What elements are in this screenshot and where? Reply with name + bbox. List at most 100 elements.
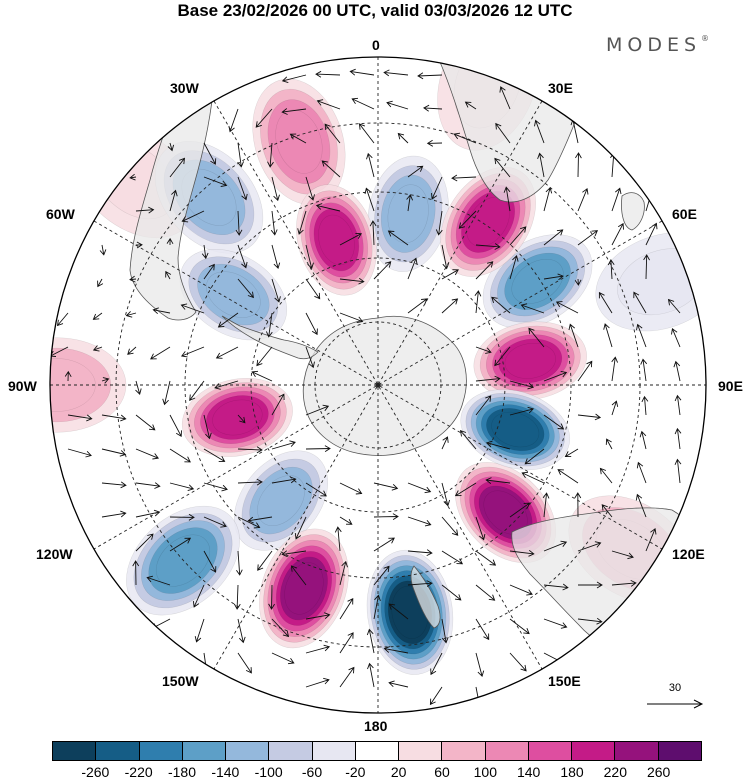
- wind-arrow: [577, 617, 603, 625]
- colorbar-cell: [312, 742, 356, 760]
- wind-arrow: [146, 575, 171, 586]
- contour-band: [491, 411, 540, 448]
- wind-arrow: [639, 430, 647, 450]
- wind-arrow: [577, 187, 589, 212]
- wind-arrow: [521, 471, 545, 484]
- wind-arrow: [543, 273, 564, 281]
- wind-arrow: [281, 74, 307, 84]
- wind-arrow: [458, 210, 477, 229]
- lon-label-0: 0: [372, 37, 380, 53]
- wind-arrow: [475, 618, 490, 641]
- wind-arrow: [169, 513, 195, 521]
- contour-band: [511, 258, 564, 304]
- wind-arrow: [454, 482, 477, 497]
- colorbar-tick-label: 100: [473, 764, 498, 780]
- lon-label-90e: 90E: [718, 378, 743, 394]
- wind-arrow: [166, 237, 174, 246]
- wind-arrow: [351, 97, 375, 110]
- wind-arrow: [575, 152, 582, 178]
- lon-label-120w: 120W: [36, 546, 73, 562]
- wind-arrow: [574, 492, 582, 518]
- wind-arrow: [406, 194, 414, 212]
- brand-logo: MODES®: [606, 34, 709, 56]
- wind-arrow: [673, 360, 681, 382]
- wind-arrow: [290, 565, 307, 586]
- colorbar-cell: [615, 742, 659, 760]
- colorbar: [52, 741, 702, 761]
- polar-map: [49, 56, 707, 714]
- wind-arrow: [407, 516, 432, 527]
- wind-arrow: [203, 414, 212, 440]
- wind-arrow: [203, 448, 226, 462]
- wind-arrow: [636, 461, 647, 484]
- colorbar-tick-label: 140: [516, 764, 541, 780]
- colorbar-cell: [399, 742, 443, 760]
- wind-arrow: [499, 86, 511, 110]
- colorbar-tick-label: 180: [560, 764, 584, 780]
- wind-arrow: [577, 413, 602, 421]
- wind-arrow: [474, 290, 482, 314]
- wind-arrow: [431, 176, 443, 200]
- wind-arrow: [509, 502, 531, 518]
- anomaly-center-low-drake-passage-55w: [179, 248, 288, 341]
- wind-arrow: [542, 492, 550, 518]
- colorbar-cell: [226, 742, 270, 760]
- wind-arrow: [475, 243, 501, 250]
- meridian-60w-120e: [93, 220, 663, 550]
- wind-arrow: [369, 220, 377, 246]
- wind-arrow: [607, 259, 615, 280]
- wind-arrow: [475, 261, 494, 280]
- wind-arrow: [373, 261, 392, 280]
- colorbar-tick-label: -20: [345, 764, 366, 780]
- wind-arrow: [524, 448, 545, 465]
- wind-arrow: [366, 152, 375, 178]
- wind-arrow: [577, 230, 599, 246]
- colorbar-tick-label: -60: [301, 764, 323, 780]
- wind-arrow: [203, 263, 215, 280]
- colorbar-tick-label: -100: [254, 764, 283, 780]
- contour-band: [387, 184, 429, 244]
- wind-arrow: [475, 652, 485, 678]
- wind-arrow: [324, 123, 341, 144]
- wind-arrow: [129, 173, 137, 181]
- wind-arrow: [251, 370, 273, 382]
- wind-arrow: [475, 395, 492, 416]
- colorbar-cell: [658, 742, 701, 760]
- madagascar: [621, 192, 645, 231]
- wind-arrow: [577, 360, 593, 382]
- wind-arrow: [601, 504, 613, 518]
- wind-arrow: [494, 157, 511, 178]
- wind-arrow: [67, 414, 93, 422]
- wind-arrow: [503, 186, 511, 212]
- wind-arrow: [271, 476, 297, 484]
- wind-arrow: [305, 677, 330, 688]
- wind-arrow: [203, 516, 227, 528]
- wind-arrow: [305, 346, 315, 369]
- wind-arrow: [237, 618, 246, 644]
- wind-arrow: [633, 291, 647, 314]
- wind-arrow: [568, 323, 579, 348]
- wind-arrow: [237, 516, 261, 529]
- wind-arrow: [305, 278, 321, 300]
- wind-arrow: [235, 210, 243, 236]
- wind-arrow: [271, 244, 281, 270]
- wind-arrow: [132, 560, 140, 586]
- wind-arrow: [509, 584, 533, 596]
- lon-label-30e: 30E: [548, 80, 573, 96]
- colorbar-cell: [572, 742, 616, 760]
- wind-arrow: [598, 291, 613, 314]
- wind-arrow: [423, 104, 443, 112]
- colorbar-cell: [96, 742, 140, 760]
- wind-arrow: [135, 414, 156, 431]
- wind-arrow: [426, 139, 443, 147]
- wind-arrow: [217, 312, 239, 328]
- wind-arrow: [237, 278, 254, 299]
- wind-arrow: [92, 345, 103, 352]
- wind-arrow: [636, 323, 647, 348]
- colorbar-tick-label: -220: [124, 764, 153, 780]
- wind-arrow: [611, 400, 619, 416]
- wind-arrow: [339, 232, 362, 246]
- wind-arrow: [165, 270, 172, 280]
- wind-arrow: [388, 603, 409, 620]
- wind-arrow: [386, 100, 409, 110]
